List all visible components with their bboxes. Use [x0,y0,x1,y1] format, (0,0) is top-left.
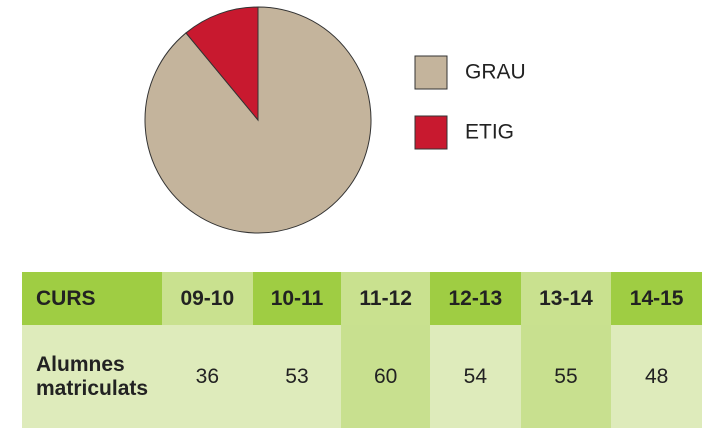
body-row: Alumnes matriculats 36 53 60 54 55 48 [22,325,702,428]
cell: 53 [252,325,342,428]
legend-swatch [414,55,448,90]
table: CURS 09-10 10-11 11-12 12-13 13-14 14-15 Alumne… [22,272,702,428]
pie-slice [185,6,259,122]
cell: 55 [520,325,612,428]
header-cell: 12-13 [430,272,521,325]
cell: 60 [341,325,431,428]
cell: 54 [430,325,521,428]
header-cell: 14-15 [611,272,702,325]
cell: Alumnes matriculats [22,325,162,428]
header-cell: 10-11 [252,272,342,325]
legend-swatch [414,115,448,150]
cell: 48 [611,325,702,428]
header-cell: 09-10 [162,272,253,325]
header-cell: 13-14 [520,272,612,325]
legend-label: ETIG [465,121,514,144]
header-row: CURS 09-10 10-11 11-12 12-13 13-14 14-15 [22,272,702,325]
cell: 36 [162,325,253,428]
legend-label: GRAU [465,61,526,84]
chart: GRAU ETIG [144,6,526,234]
header-cell: 11-12 [341,272,431,325]
header-cell: CURS [22,272,162,325]
